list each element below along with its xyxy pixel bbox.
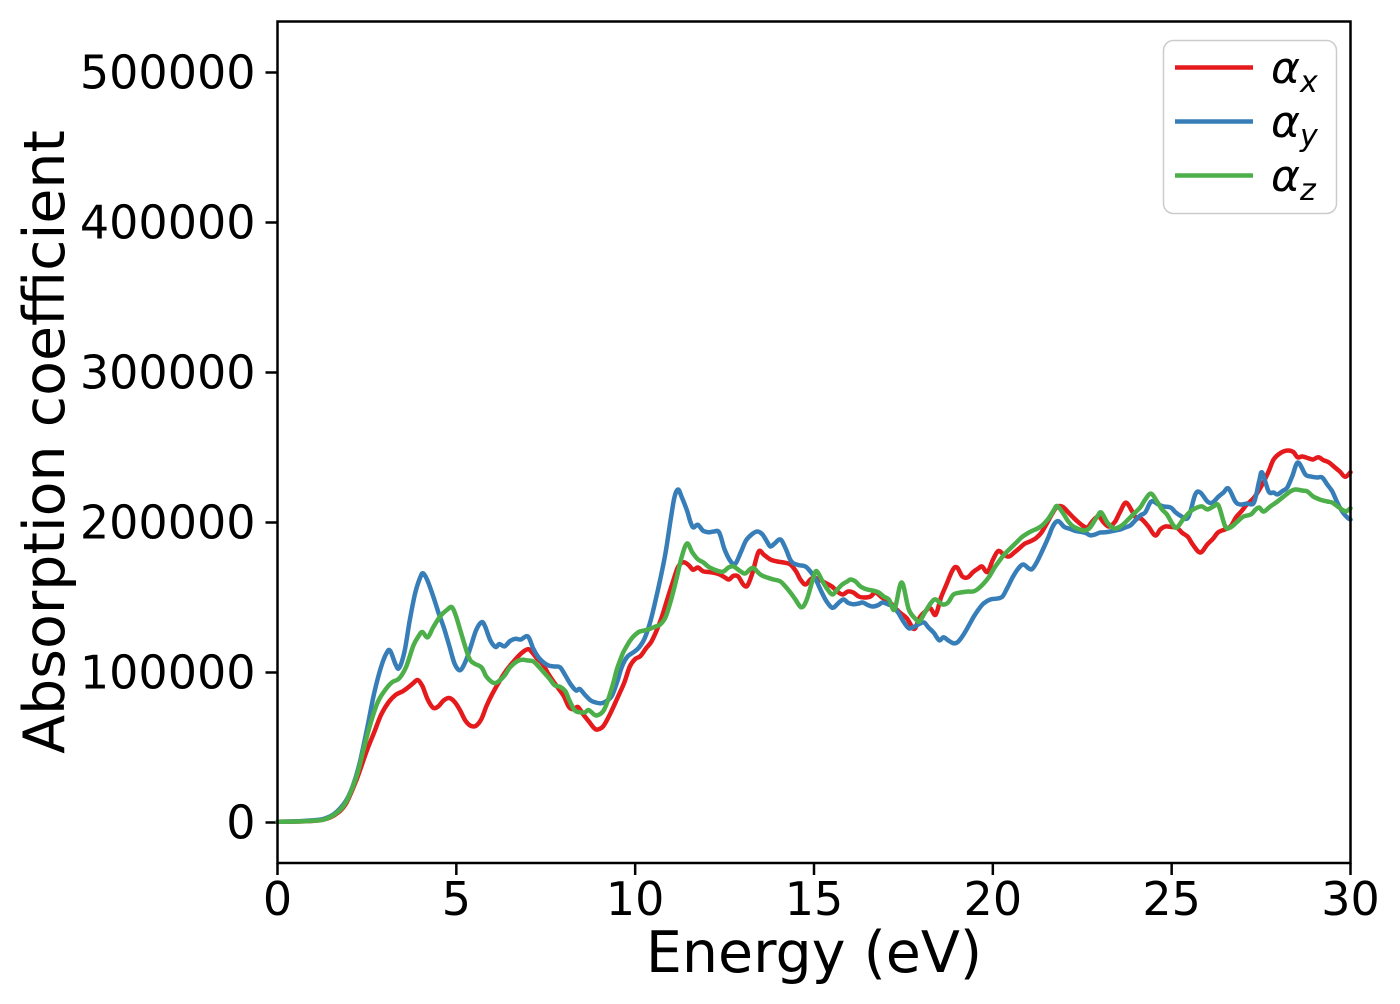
y-tick-label: 100000 — [80, 646, 256, 700]
plot-frame — [276, 20, 1352, 865]
x-tick-label: 15 — [785, 872, 844, 926]
y-axis-label: Absorption coefficient — [12, 130, 78, 754]
series-line-alpha_y — [275, 460, 1353, 825]
x-tick-label: 10 — [606, 872, 665, 926]
x-tick-label: 30 — [1321, 872, 1380, 926]
legend-label-alpha_y: αy — [1271, 97, 1319, 154]
y-tick-label: 400000 — [80, 196, 256, 250]
series-line-alpha_z — [275, 487, 1353, 825]
legend-box — [1162, 39, 1338, 215]
series-lines — [275, 448, 1353, 825]
y-tick-label: 200000 — [80, 496, 256, 550]
x-tick-label: 0 — [263, 872, 292, 926]
y-tick-label: 0 — [226, 796, 255, 850]
y-tick-label: 300000 — [80, 346, 256, 400]
x-tick-label: 25 — [1142, 872, 1201, 926]
x-axis-label: Energy (eV) — [646, 920, 982, 986]
legend-label-alpha_z: αz — [1271, 151, 1317, 208]
y-tick-label: 500000 — [80, 46, 256, 100]
x-tick-label: 5 — [442, 872, 471, 926]
legend-label-alpha_x: αx — [1271, 43, 1318, 100]
x-tick-label: 20 — [964, 872, 1023, 926]
axis-ticks: 0 5 10 15 20 25 30 0 100000 200000 300000 400000 500… — [80, 46, 1380, 927]
